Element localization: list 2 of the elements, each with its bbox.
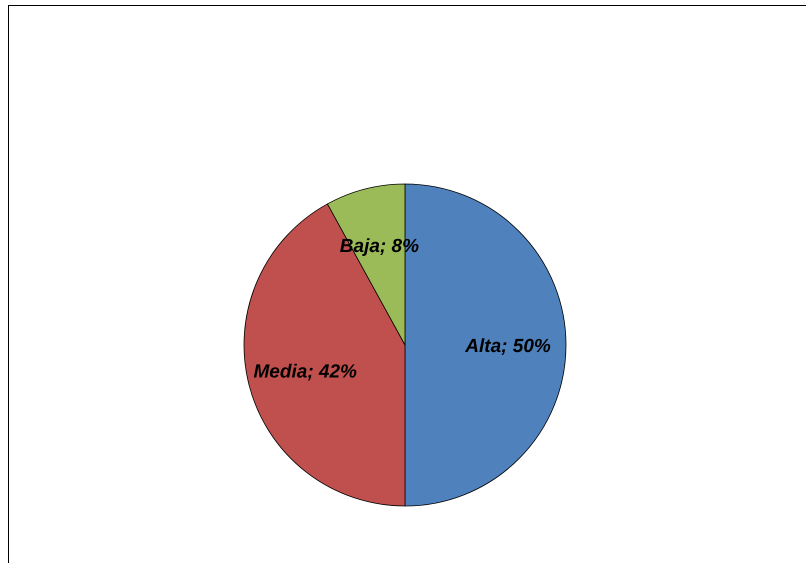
slice-label: Alta; 50%	[464, 336, 551, 357]
slice-label: Media; 42%	[253, 362, 358, 383]
